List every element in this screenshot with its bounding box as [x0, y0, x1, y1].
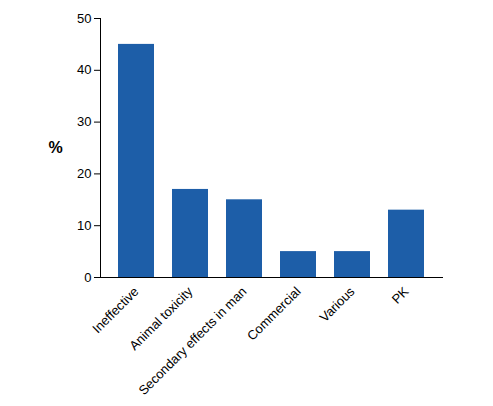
svg-text:%: %	[49, 139, 63, 156]
svg-text:30: 30	[77, 114, 91, 129]
svg-text:Commercial: Commercial	[244, 284, 304, 344]
svg-text:50: 50	[77, 11, 91, 26]
svg-text:Secondary effects in man: Secondary effects in man	[135, 284, 249, 398]
svg-text:Animal toxicity: Animal toxicity	[126, 283, 196, 354]
svg-text:20: 20	[77, 166, 91, 181]
svg-text:10: 10	[77, 218, 91, 233]
svg-text:Various: Various	[316, 283, 357, 324]
svg-text:Ineffective: Ineffective	[89, 284, 141, 336]
svg-text:40: 40	[77, 62, 91, 77]
svg-text:0: 0	[84, 270, 91, 285]
svg-text:PK: PK	[389, 284, 412, 307]
